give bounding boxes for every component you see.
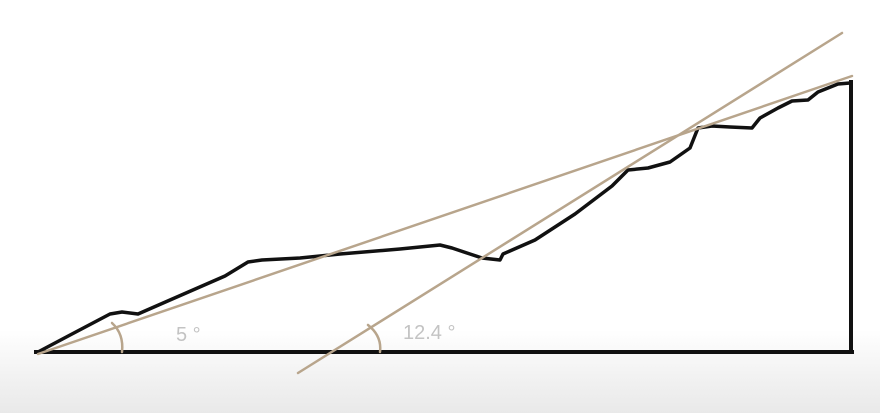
reference-line-12deg xyxy=(296,31,844,375)
terrain-profile-line xyxy=(36,81,852,354)
reference-line-5deg xyxy=(36,74,854,356)
angle-label-12deg: 12.4 ° xyxy=(403,322,455,344)
angle-label-5deg: 5 ° xyxy=(176,324,201,346)
angle-arc-12deg xyxy=(366,323,382,354)
angle-arc-5deg xyxy=(110,321,124,354)
